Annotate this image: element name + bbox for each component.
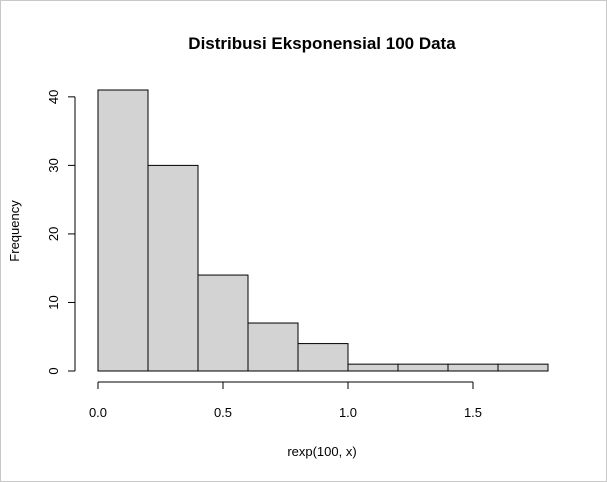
x-tick-label: 0.0 bbox=[89, 405, 107, 420]
histogram-bar-7 bbox=[397, 363, 449, 372]
y-tick-label: 20 bbox=[46, 227, 61, 241]
y-tick-label: 10 bbox=[46, 295, 61, 309]
histogram-bar-5 bbox=[297, 343, 349, 372]
histogram-bar-2 bbox=[147, 164, 199, 372]
x-tick-label: 1.5 bbox=[464, 405, 482, 420]
y-axis: 0 10 20 30 40 bbox=[46, 90, 76, 375]
histogram-bar-8 bbox=[447, 363, 499, 372]
chart-title: Distribusi Eksponensial 100 Data bbox=[188, 34, 456, 53]
histogram-bars bbox=[97, 89, 549, 372]
y-tick-label: 30 bbox=[46, 158, 61, 172]
x-axis: 0.0 0.5 1.0 1.5 bbox=[89, 381, 482, 420]
histogram-bar-3 bbox=[197, 274, 249, 372]
x-tick-label: 0.5 bbox=[214, 405, 232, 420]
histogram-bar-4 bbox=[247, 322, 299, 372]
histogram-bar-9 bbox=[497, 363, 549, 372]
histogram-bar-6 bbox=[347, 363, 399, 372]
y-axis-label: Frequency bbox=[7, 200, 22, 262]
y-tick-label: 40 bbox=[46, 90, 61, 104]
y-tick-label: 0 bbox=[46, 367, 61, 374]
histogram-bar-1 bbox=[97, 89, 149, 372]
x-tick-label: 1.0 bbox=[339, 405, 357, 420]
x-axis-label: rexp(100, x) bbox=[287, 444, 356, 459]
